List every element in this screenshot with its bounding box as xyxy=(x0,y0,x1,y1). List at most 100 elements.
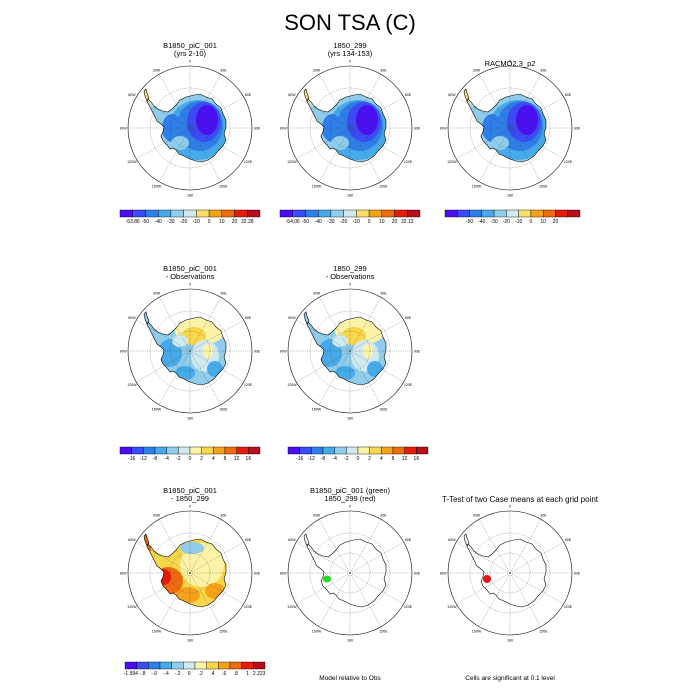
colorbar-swatch xyxy=(131,446,144,455)
panel-note: Model relative to Obs xyxy=(319,675,381,682)
panel-case1-minus-case2: B1850_piC_001 - 1850_299 0 30E 60E 90E 120E 1… xyxy=(100,487,280,687)
meridian-line xyxy=(478,127,511,182)
colorbar-tick-label: 0 xyxy=(368,219,371,225)
colorbar-tick-label: -50 xyxy=(302,219,309,225)
meridian-line xyxy=(189,572,244,605)
meridian-line xyxy=(136,350,191,383)
meridian-line xyxy=(136,96,191,129)
polar-map: 0 30E 60E 90E 120E 150E 180 150W 120W 90W 60W 30W xyxy=(120,283,260,421)
meridian-line xyxy=(296,319,351,352)
colorbar-swatch xyxy=(218,661,231,670)
colorbar-swatch xyxy=(183,661,196,670)
colorbar-tick-label: 8 xyxy=(392,456,395,462)
colorbar-tick-label: 2.223 xyxy=(253,671,266,677)
colorbar-tick-label: -53.86 xyxy=(126,219,140,225)
colorbar-tick-label: 10 xyxy=(540,219,546,225)
colorbar-swatch xyxy=(481,209,495,218)
panel-subtitle: - 1850_299 xyxy=(171,494,209,503)
panel-note: Cells are significant at 0.1 level xyxy=(465,675,555,682)
colorbar-tick-label: 16 xyxy=(246,456,252,462)
meridian-line xyxy=(456,541,511,574)
meridian-line xyxy=(349,541,404,574)
colorbar-swatch xyxy=(457,209,470,218)
longitude-label: 120E xyxy=(564,160,573,164)
meridian-line xyxy=(509,519,542,574)
meridian-line xyxy=(189,350,222,405)
colorbar-swatch xyxy=(394,209,408,218)
meridian-line xyxy=(296,541,351,574)
colorbar-swatch xyxy=(392,446,405,455)
longitude-label: 0 xyxy=(509,505,511,509)
graticule: 0 30E 60E 90E 120E 150E 180 150W 120W 90W 60W 30W xyxy=(120,505,260,643)
colorbar-tick-label: 0 xyxy=(357,456,360,462)
longitude-label: 90E xyxy=(254,127,260,131)
longitude-label: 90E xyxy=(414,572,420,576)
colorbar-swatch xyxy=(368,209,383,218)
field-shading xyxy=(323,575,331,583)
colorbar-swatch xyxy=(518,209,532,218)
longitude-label: 180 xyxy=(507,194,513,198)
colorbar-swatch xyxy=(416,446,429,455)
colorbar-swatch xyxy=(145,209,159,218)
colorbar-tick-label: -2 xyxy=(344,456,349,462)
meridian-line xyxy=(136,319,191,352)
longitude-label: 0 xyxy=(189,60,191,64)
colorbar-swatch xyxy=(279,209,293,218)
meridian-line xyxy=(478,572,511,627)
meridian-line xyxy=(318,572,351,627)
meridian-line xyxy=(158,519,191,574)
meridian-line xyxy=(478,519,511,574)
colorbar-swatch xyxy=(241,661,254,670)
colorbar-swatch xyxy=(322,446,335,455)
panel-title: B1850_piC_001 (green) xyxy=(309,486,391,495)
peninsula-coastline xyxy=(143,88,150,102)
longitude-label: 60E xyxy=(565,93,572,97)
meridian-line xyxy=(349,519,382,574)
colorbar-tick-label: -40 xyxy=(478,219,485,225)
meridian-line xyxy=(158,297,191,352)
colorbar-swatch xyxy=(189,446,202,455)
meridian-line xyxy=(158,350,191,405)
panel-subtitle: (yrs 2-10) xyxy=(173,49,207,58)
meridian-line xyxy=(349,297,382,352)
longitude-label: 90W xyxy=(280,127,287,131)
longitude-label: 90E xyxy=(574,572,580,576)
meridian-line xyxy=(349,319,404,352)
polar-map: 0 30E 60E 90E 120E 150E 180 150W 120W 90W 60W 30W xyxy=(280,505,420,643)
longitude-label: 60W xyxy=(128,316,136,320)
panel-title: RACMO2.3_p2 xyxy=(484,59,536,68)
colorbar-swatch xyxy=(506,209,519,218)
longitude-label: 0 xyxy=(189,505,191,509)
meridian-line xyxy=(509,572,564,605)
colorbar-tick-label: -30 xyxy=(327,219,334,225)
colorbar-tick-label: 12 xyxy=(234,456,240,462)
longitude-label: 180 xyxy=(347,194,353,198)
longitude-label: 90W xyxy=(440,127,447,131)
coastline xyxy=(466,538,547,608)
colorbar-tick-label: -12 xyxy=(308,456,315,462)
longitude-label: 120E xyxy=(404,383,413,387)
meridian-line xyxy=(349,572,382,627)
longitude-label: 90W xyxy=(120,127,127,131)
colorbar-swatch xyxy=(143,446,156,455)
longitude-label: 0 xyxy=(349,283,351,287)
longitude-label: 90W xyxy=(120,572,127,576)
colorbar-swatch xyxy=(119,446,132,455)
colorbar-tick-label: -16 xyxy=(296,456,303,462)
meridian-line xyxy=(509,96,564,129)
coastline xyxy=(146,316,227,386)
significance-case1 xyxy=(323,575,331,583)
coastline xyxy=(466,93,547,163)
meridian-line xyxy=(349,96,404,129)
longitude-label: 60E xyxy=(405,93,412,97)
longitude-label: 30E xyxy=(220,291,227,295)
meridian-line xyxy=(189,297,222,352)
colorbar-tick-label: 0 xyxy=(188,671,191,677)
colorbar: -50 -40 -30 -20 -10 0 10 20 xyxy=(444,209,581,225)
meridian-line xyxy=(456,96,511,129)
colorbar-tick-label: 0 xyxy=(189,456,192,462)
longitude-label: 150E xyxy=(379,185,388,189)
meridian-line xyxy=(318,350,351,405)
colorbar-swatch xyxy=(444,209,458,218)
colorbar-swatch xyxy=(119,209,133,218)
